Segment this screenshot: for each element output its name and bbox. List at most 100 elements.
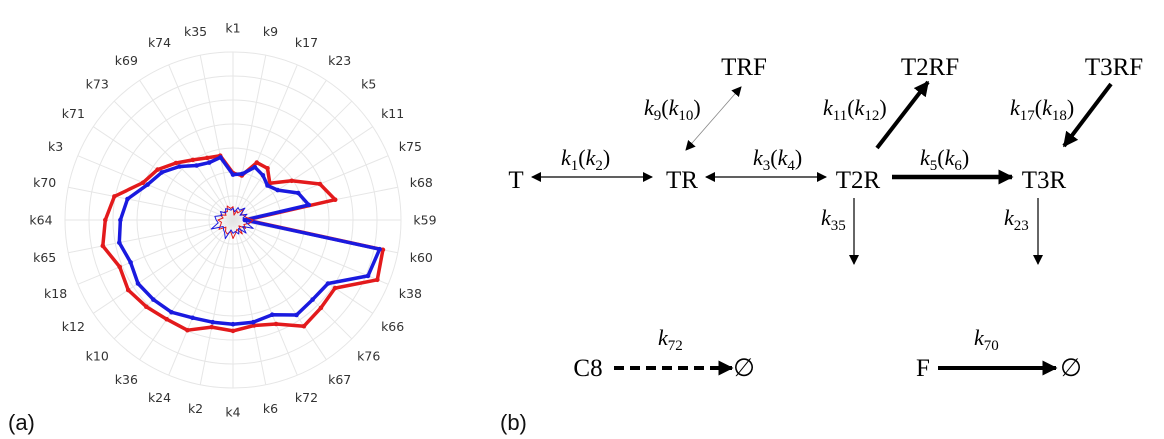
tick-label-k18: k18 xyxy=(44,286,67,301)
grid-spoke xyxy=(232,126,373,221)
arrow-T3RF-T3R xyxy=(1062,82,1113,148)
rate-k9-k10: k9(k10) xyxy=(644,95,701,124)
tick-label-k66: k66 xyxy=(381,319,404,334)
tick-label-k68: k68 xyxy=(410,175,433,190)
radar-point xyxy=(206,160,212,165)
radar-grid xyxy=(64,51,402,389)
grid-spoke xyxy=(139,219,234,360)
tick-label-k36: k36 xyxy=(115,372,138,387)
tick-label-k12: k12 xyxy=(62,319,85,334)
radar-point xyxy=(140,180,146,185)
rate-k3-k4: k3(k4) xyxy=(753,145,802,174)
panel-label-a: (a) xyxy=(8,410,35,435)
radar-point xyxy=(190,157,196,163)
radar-point xyxy=(294,312,299,318)
grid-spoke xyxy=(168,64,234,221)
radar-point xyxy=(377,246,382,252)
grid-spoke xyxy=(232,219,353,340)
grid-spoke xyxy=(77,219,234,285)
grid-spoke xyxy=(139,80,234,221)
tick-label-k59: k59 xyxy=(413,213,436,228)
radar-point xyxy=(117,240,122,245)
panel-label-b: (b) xyxy=(500,410,527,435)
grid-spoke xyxy=(113,219,234,340)
radar-point xyxy=(177,164,182,169)
radar-point xyxy=(169,309,174,315)
radar-point xyxy=(332,197,338,202)
grid-spoke xyxy=(232,100,353,221)
radar-point xyxy=(260,173,266,178)
tick-label-k64: k64 xyxy=(29,213,52,228)
tick-label-k5: k5 xyxy=(361,77,376,92)
radar-point xyxy=(252,164,258,170)
radar-series-line-2 xyxy=(117,155,382,326)
radar-point xyxy=(117,264,122,270)
rate-k72: k72 xyxy=(658,325,683,354)
rate-k70: k70 xyxy=(974,325,999,354)
tick-label-k17: k17 xyxy=(295,35,318,50)
radar-point xyxy=(325,281,331,286)
radar-point xyxy=(125,196,130,202)
radar-point xyxy=(112,194,117,199)
grid-spoke xyxy=(199,219,234,385)
radar-point xyxy=(125,287,131,293)
tick-label-k76: k76 xyxy=(357,348,380,363)
node-C8: C8 xyxy=(573,355,602,382)
radar-point xyxy=(317,181,323,187)
tick-label-k65: k65 xyxy=(33,250,56,265)
radar-point xyxy=(265,183,270,188)
tick-label-k1: k1 xyxy=(225,21,240,36)
tick-label-k10: k10 xyxy=(86,348,109,363)
radar-point xyxy=(306,202,312,208)
radar-point xyxy=(295,190,301,196)
rate-k11-k12: k11(k12) xyxy=(823,95,887,124)
grid-spoke xyxy=(232,55,267,221)
tick-label-k24: k24 xyxy=(148,390,171,405)
grid-spoke xyxy=(232,219,373,314)
radar-point xyxy=(210,319,215,325)
radar-point xyxy=(230,321,236,327)
radar-point xyxy=(230,172,236,177)
radar-point xyxy=(254,160,260,165)
tick-label-k3: k3 xyxy=(48,139,63,154)
tick-label-k38: k38 xyxy=(399,286,422,301)
radar-point xyxy=(209,324,214,330)
radar-point xyxy=(239,171,245,177)
radar-point xyxy=(265,166,270,171)
radar-point xyxy=(332,285,338,291)
tick-label-k67: k67 xyxy=(328,372,351,387)
tick-label-k23: k23 xyxy=(328,53,351,68)
radar-point xyxy=(251,319,256,325)
radar-point xyxy=(289,178,295,184)
radar-point xyxy=(218,155,223,160)
tick-label-k4: k4 xyxy=(225,405,240,420)
node-T: T xyxy=(508,167,523,194)
tick-label-k75: k75 xyxy=(399,139,422,154)
radar-point xyxy=(365,273,371,279)
radar-point xyxy=(144,304,149,310)
tick-label-k2: k2 xyxy=(188,401,203,416)
node-T3RF: T3RF xyxy=(1085,54,1143,81)
radar-point xyxy=(155,167,160,172)
tick-label-k74: k74 xyxy=(148,35,171,50)
rate-k35: k35 xyxy=(821,205,846,234)
empty-set-1: ∅ xyxy=(733,355,755,382)
radar-point xyxy=(128,260,133,265)
tick-label-k69: k69 xyxy=(115,53,138,68)
tick-label-k71: k71 xyxy=(62,106,85,121)
radar-series-line-4 xyxy=(210,207,254,240)
grid-spoke xyxy=(232,219,327,360)
node-T3R: T3R xyxy=(1022,167,1067,194)
grid-spoke xyxy=(232,219,298,376)
grid-spoke xyxy=(113,100,234,221)
radar-point xyxy=(301,323,307,329)
grid-spoke xyxy=(232,155,389,221)
radar-point xyxy=(118,217,123,223)
tick-label-k60: k60 xyxy=(410,250,433,265)
grid-spoke xyxy=(93,219,234,314)
radar-point xyxy=(100,243,106,249)
node-TR: TR xyxy=(666,167,698,194)
radar-point xyxy=(269,312,275,318)
empty-set-2: ∅ xyxy=(1060,355,1082,382)
